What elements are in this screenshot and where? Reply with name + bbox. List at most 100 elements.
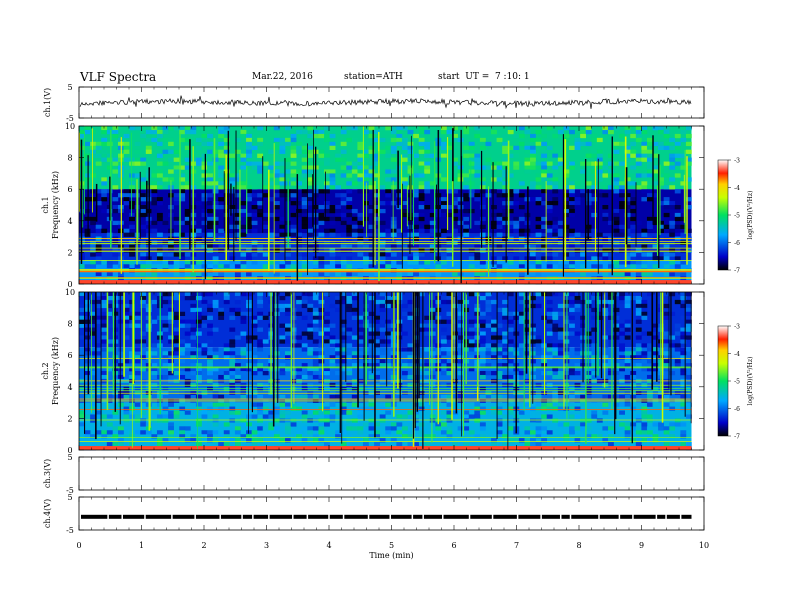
spectral-cell — [685, 335, 692, 340]
spectral-cell — [234, 177, 241, 182]
spectral-cell — [569, 414, 575, 419]
spectral-cell — [574, 299, 581, 305]
spectral-cell — [340, 212, 347, 218]
spectral-cell — [218, 169, 225, 174]
spectral-cell — [173, 295, 180, 301]
spectral-cell — [151, 371, 158, 376]
spectral-cell — [301, 193, 308, 198]
spectral-cell — [162, 386, 169, 392]
spectral-cell — [346, 426, 353, 431]
spectral-cell — [407, 165, 414, 170]
spectral-cell — [296, 145, 303, 150]
spectral-cell — [424, 323, 431, 328]
spectral-cell — [162, 315, 169, 320]
spectral-cell — [106, 414, 113, 419]
spectral-cell — [374, 153, 380, 158]
spectral-cell — [591, 153, 598, 158]
spectral-cell — [212, 201, 219, 206]
spectral-cell — [496, 394, 503, 399]
spectral-cell — [574, 422, 581, 427]
spectral-cell — [468, 169, 475, 174]
spectral-cell — [479, 260, 486, 265]
spectral-cell — [234, 216, 241, 222]
spectral-cell — [418, 161, 425, 166]
spectral-cell — [179, 185, 186, 190]
spectral-cell — [362, 406, 369, 411]
spectral-cell — [674, 359, 681, 364]
spectral-cell — [262, 248, 269, 253]
spectral-cell — [257, 311, 264, 316]
spectral-cell — [385, 264, 392, 269]
spectral-cell — [452, 303, 458, 309]
spectral-cell — [279, 149, 286, 154]
spectral-cell — [218, 307, 225, 313]
spectral-cell — [541, 414, 548, 419]
spectral-cell — [491, 224, 497, 229]
spectral-cell — [268, 248, 275, 253]
spectral-cell — [585, 418, 592, 423]
spectral-cell — [117, 335, 124, 340]
spectral-cell — [179, 319, 186, 324]
spectral-cell — [641, 367, 648, 372]
spectral-cell — [251, 355, 258, 360]
spectral-cell — [596, 173, 603, 178]
y-tick-label: 5 — [67, 83, 72, 92]
spectral-cell — [635, 299, 642, 305]
spectral-cell — [318, 430, 325, 435]
spectral-cell — [218, 311, 225, 316]
spectral-cell — [507, 248, 514, 253]
spectral-cell — [507, 201, 514, 206]
spectral-cell — [452, 414, 458, 419]
spectral-cell — [591, 410, 598, 415]
spectral-cell — [123, 228, 130, 233]
spectral-cell — [658, 422, 664, 427]
spectral-cell — [140, 232, 147, 237]
spectral-cell — [296, 394, 303, 399]
spectral-cell — [635, 351, 642, 356]
spectral-cell — [574, 141, 581, 147]
spectral-cell — [251, 371, 258, 376]
spectral-cell — [496, 216, 503, 222]
spectral-cell — [324, 240, 330, 245]
spectral-cell — [518, 126, 525, 131]
spectral-cell — [351, 418, 358, 423]
spectral-cell — [173, 157, 180, 162]
spectral-cell — [246, 149, 252, 154]
spectral-cell — [440, 212, 447, 218]
spectral-cell — [134, 141, 141, 147]
spectral-cell — [607, 169, 614, 174]
spectral-cell — [301, 426, 308, 431]
spectral-cell — [212, 430, 219, 435]
spectral-cell — [491, 323, 497, 328]
spectral-cell — [429, 371, 436, 376]
spectral-cell — [418, 165, 425, 170]
spectral-cell — [335, 299, 342, 305]
spectral-cell — [641, 197, 648, 202]
spectral-cell — [674, 141, 681, 147]
spectral-cell — [663, 248, 670, 253]
spectral-cell — [580, 129, 587, 135]
spectral-cell — [346, 165, 353, 170]
spectral-cell — [385, 153, 392, 158]
spectral-cell — [296, 201, 303, 206]
spectral-cell — [401, 189, 408, 194]
spectral-cell — [646, 292, 653, 297]
spectral-cell — [440, 252, 447, 257]
spectral-cell — [440, 299, 447, 305]
spectral-cell — [90, 173, 97, 178]
spectral-cell — [257, 410, 264, 415]
spectral-cell — [140, 367, 147, 372]
spectral-cell — [513, 153, 520, 158]
spectral-cell — [207, 181, 213, 186]
spectral-cell — [257, 248, 264, 253]
spectral-cell — [273, 185, 280, 190]
spectral-cell — [212, 355, 219, 360]
spectral-cell — [207, 339, 213, 344]
spectral-cell — [190, 335, 197, 340]
spectral-cell — [624, 181, 631, 186]
spectral-cell — [541, 248, 548, 253]
spectral-cell — [641, 126, 648, 131]
spectral-cell — [234, 149, 241, 154]
spectral-cell — [401, 303, 408, 309]
spectral-cell — [669, 177, 676, 182]
